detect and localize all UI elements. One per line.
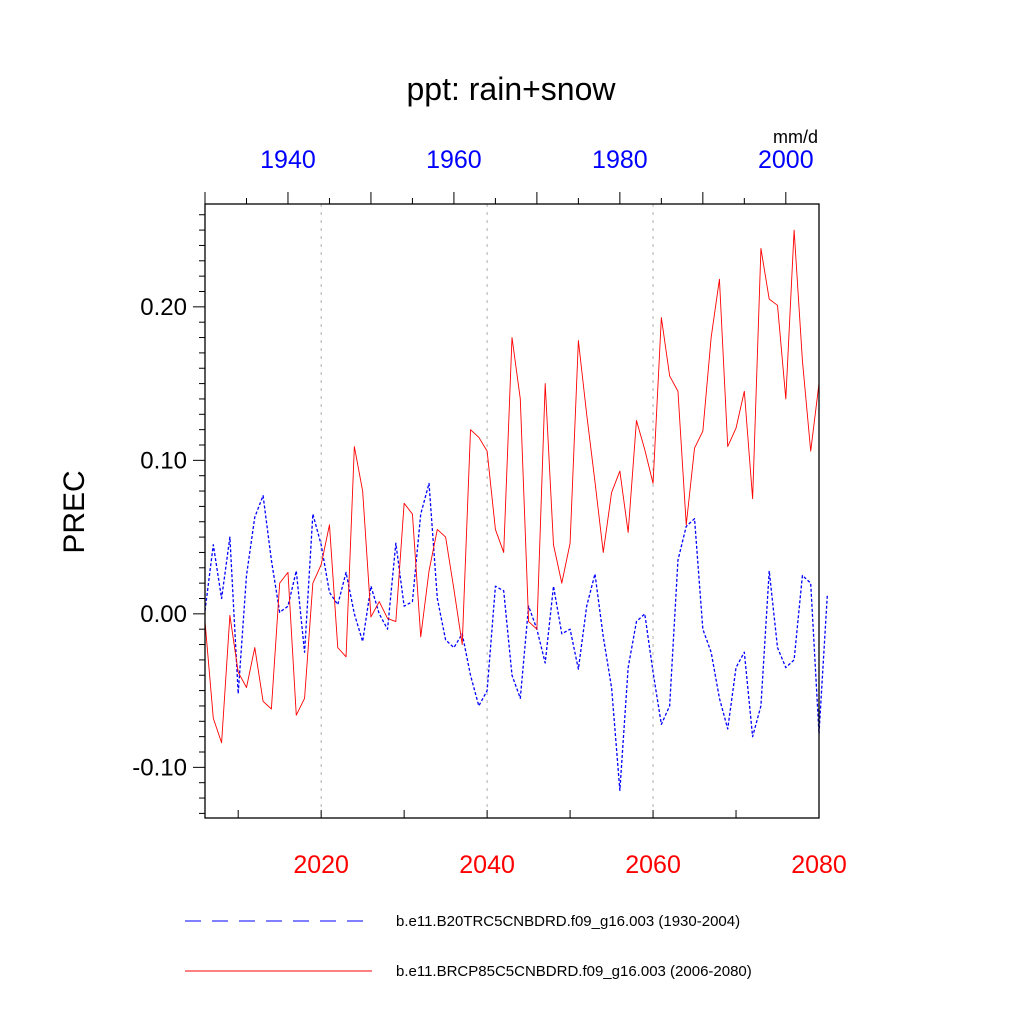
x-bottom-tick-label: 2020 bbox=[293, 851, 349, 879]
x-top-tick-label: 1960 bbox=[426, 146, 482, 174]
plot-frame bbox=[204, 203, 820, 819]
gridlines bbox=[320, 204, 654, 818]
units-label: mm/d bbox=[773, 127, 818, 147]
legend-label-historical: b.e11.B20TRC5CNBDRD.f09_g16.003 (1930-20… bbox=[396, 913, 740, 930]
y-tick-label: 0.20 bbox=[140, 294, 187, 321]
x-bottom-tick-label: 2060 bbox=[625, 851, 681, 879]
x-top-tick-label: 2000 bbox=[758, 146, 814, 174]
chart-title: ppt: rain+snow bbox=[406, 71, 616, 107]
series-line-0 bbox=[204, 482, 828, 792]
axes-layer: -0.10 0.00 0.10 0.20 2020 2040 2060 2080 1940 196… bbox=[132, 146, 847, 879]
x-bottom-tick-label: 2080 bbox=[791, 851, 847, 879]
series-layer bbox=[204, 229, 828, 792]
series-line-1 bbox=[204, 229, 820, 744]
y-tick-label: 0.10 bbox=[140, 447, 187, 474]
y-tick-label: 0.00 bbox=[140, 601, 187, 628]
legend: b.e11.B20TRC5CNBDRD.f09_g16.003 (1930-20… bbox=[185, 913, 752, 980]
x-top-tick-label: 1940 bbox=[260, 146, 316, 174]
x-top-tick-label: 1980 bbox=[592, 146, 648, 174]
y-tick-label: -0.10 bbox=[132, 754, 187, 781]
legend-label-rcp85: b.e11.BRCP85C5CNBDRD.f09_g16.003 (2006-2… bbox=[396, 963, 752, 980]
y-axis-label: PREC bbox=[58, 470, 91, 553]
x-bottom-tick-label: 2040 bbox=[459, 851, 515, 879]
